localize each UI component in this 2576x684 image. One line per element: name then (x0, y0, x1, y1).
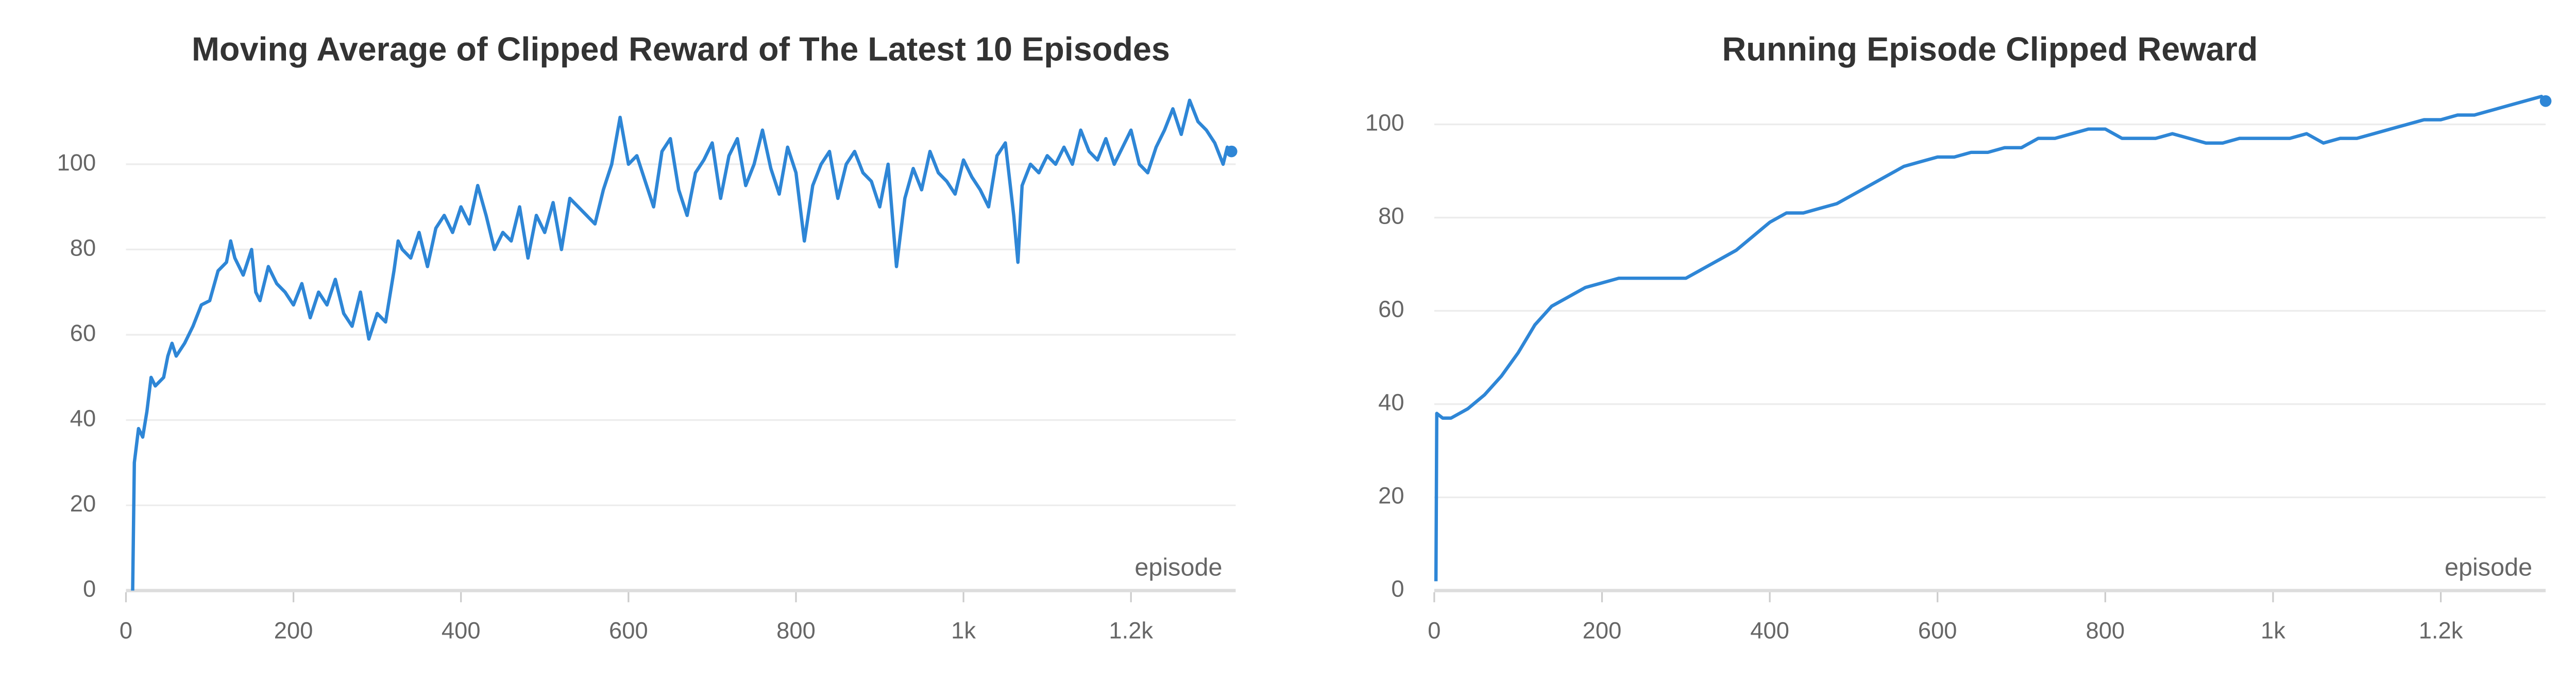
x-tick-label: 1k (2261, 618, 2285, 644)
y-tick-label: 20 (1378, 483, 1404, 509)
y-tick-label: 0 (83, 576, 96, 602)
y-tick-label: 0 (1391, 576, 1404, 602)
y-tick-label: 40 (70, 405, 96, 431)
end-dot (1225, 145, 1238, 158)
x-tick-label: 1.2k (1109, 618, 1153, 644)
x-tick-label: 1.2k (2419, 618, 2463, 644)
chart-title: Running Episode Clipped Reward (1722, 30, 2258, 68)
y-tick-label: 100 (57, 149, 96, 176)
y-tick-label: 60 (70, 320, 96, 346)
x-tick-label: 600 (1918, 618, 1957, 644)
x-tick-label: 600 (609, 618, 648, 644)
y-tick-label: 20 (70, 490, 96, 517)
x-tick-label: 400 (442, 618, 481, 644)
y-tick-label: 80 (1378, 203, 1404, 229)
chart-title: Moving Average of Clipped Reward of The … (192, 30, 1170, 68)
x-tick-label: 200 (274, 618, 313, 644)
x-tick-label: 0 (1428, 618, 1440, 644)
line (131, 98, 1233, 591)
y-tick-label: 40 (1378, 389, 1404, 416)
x-tick-label: 800 (776, 618, 816, 644)
x-tick-label: 400 (1750, 618, 1789, 644)
x-tick-label: 0 (120, 618, 132, 644)
x-tick-label: 800 (2086, 618, 2125, 644)
x-axis-label: episode (2445, 553, 2532, 581)
line (1434, 94, 2547, 582)
x-tick-label: 200 (1583, 618, 1622, 644)
end-dot (2539, 95, 2552, 107)
y-tick-label: 80 (70, 234, 96, 261)
x-tick-label: 1k (951, 618, 976, 644)
y-tick-label: 60 (1378, 296, 1404, 322)
y-tick-label: 100 (1365, 109, 1404, 135)
x-axis-label: episode (1134, 553, 1222, 581)
